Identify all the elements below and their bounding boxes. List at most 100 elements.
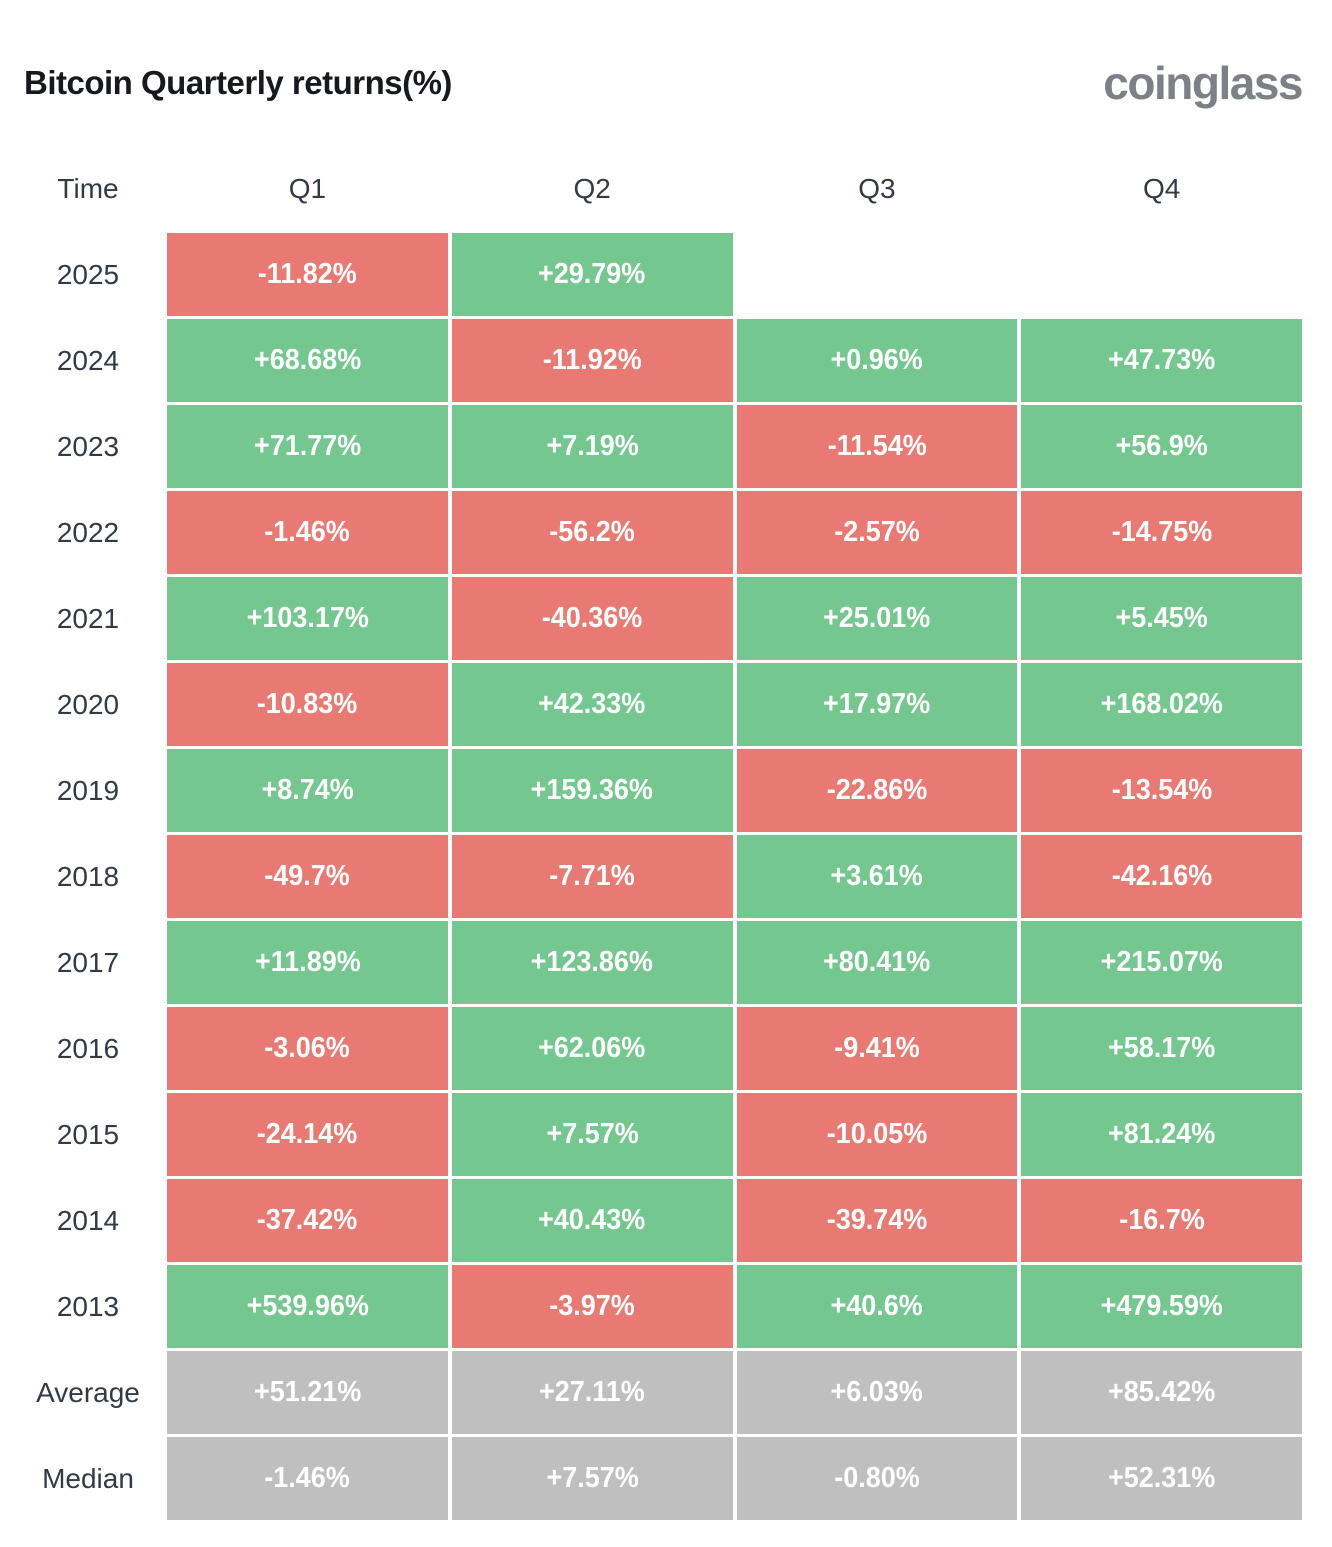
value-text: +56.9%: [1115, 430, 1208, 462]
value-cell-2017-q3: +80.41%: [736, 921, 1018, 1004]
value-cell-2024-q1: +68.68%: [167, 319, 448, 402]
value-cell-2022-q4: -14.75%: [1021, 491, 1302, 574]
value-cell-median-q3: -0.80%: [736, 1437, 1018, 1520]
value-text: +27.11%: [539, 1376, 645, 1408]
value-text: +47.73%: [1108, 344, 1216, 376]
value-cell-median-q2: +7.57%: [451, 1437, 733, 1520]
value-cell-median-q4: +52.31%: [1021, 1437, 1302, 1520]
value-cell-2019-q3: -22.86%: [736, 749, 1018, 832]
value-cell-average-q4: +85.42%: [1021, 1351, 1302, 1434]
value-text: +62.06%: [538, 1032, 646, 1064]
value-cell-2024-q4: +47.73%: [1021, 319, 1302, 402]
value-text: +5.45%: [1115, 602, 1208, 634]
value-cell-2013-q1: +539.96%: [167, 1265, 448, 1348]
column-header-q3: Q3: [858, 173, 896, 204]
value-text: +17.97%: [823, 688, 931, 720]
value-text: +6.03%: [830, 1376, 923, 1408]
value-text: -3.06%: [264, 1032, 351, 1064]
returns-table: 2025 -11.82% +29.79% 2024 +68.68% -11.92% +0.9…: [13, 233, 1302, 1520]
value-cell-2013-q3: +40.6%: [736, 1265, 1018, 1348]
value-cell-2025-q3: [737, 233, 1018, 316]
value-cell-2021-q2: -40.36%: [451, 577, 733, 660]
value-cell-2025-q2: +29.79%: [451, 233, 733, 316]
value-text: -56.2%: [549, 516, 635, 548]
value-text: -24.14%: [257, 1118, 358, 1150]
value-cell-2020-q1: -10.83%: [167, 663, 448, 746]
row-label-2024: 2024: [56, 344, 120, 376]
value-cell-2024-q3: +0.96%: [736, 319, 1018, 402]
value-text: +42.33%: [538, 688, 646, 720]
value-text: -11.54%: [827, 430, 927, 462]
value-cell-2018-q4: -42.16%: [1021, 835, 1302, 918]
row-label-2021: 2021: [56, 602, 120, 634]
row-label-2020: 2020: [56, 688, 120, 720]
value-cell-2015-q4: +81.24%: [1021, 1093, 1302, 1176]
value-text: +7.57%: [546, 1462, 639, 1494]
value-cell-2015-q2: +7.57%: [451, 1093, 733, 1176]
value-text: +159.36%: [531, 774, 654, 806]
row-label-2016: 2016: [56, 1032, 120, 1064]
value-text: +11.89%: [254, 946, 361, 978]
value-cell-2018-q3: +3.61%: [736, 835, 1018, 918]
value-cell-2014-q3: -39.74%: [736, 1179, 1018, 1262]
value-text: +7.19%: [546, 430, 639, 462]
value-text: +52.31%: [1108, 1462, 1216, 1494]
value-text: +71.77%: [253, 430, 361, 462]
value-text: +0.96%: [830, 344, 923, 376]
value-cell-2015-q1: -24.14%: [167, 1093, 448, 1176]
value-text: -37.42%: [257, 1204, 358, 1236]
value-cell-2016-q3: -9.41%: [736, 1007, 1018, 1090]
value-cell-2013-q4: +479.59%: [1021, 1265, 1302, 1348]
row-label-2018: 2018: [56, 860, 120, 892]
value-text: -39.74%: [826, 1204, 928, 1236]
value-cell-2025-q1: -11.82%: [167, 233, 448, 316]
row-label-2013: 2013: [56, 1290, 120, 1322]
row-label-2019: 2019: [56, 774, 120, 806]
row-label-average: Average: [36, 1376, 140, 1408]
column-header-q4: Q4: [1142, 173, 1181, 204]
value-cell-2017-q4: +215.07%: [1021, 921, 1302, 1004]
value-cell-2021-q3: +25.01%: [736, 577, 1018, 660]
value-cell-2023-q3: -11.54%: [736, 405, 1018, 488]
value-cell-2019-q2: +159.36%: [451, 749, 733, 832]
row-label-median: Median: [42, 1462, 134, 1494]
value-text: +80.41%: [823, 946, 931, 978]
value-text: -3.97%: [549, 1290, 635, 1322]
value-text: +123.86%: [531, 946, 654, 978]
value-cell-2021-q4: +5.45%: [1021, 577, 1302, 660]
value-text: -13.54%: [1111, 774, 1212, 806]
value-text: -42.16%: [1111, 860, 1212, 892]
value-text: +51.21%: [253, 1376, 361, 1408]
column-header-q2: Q2: [573, 173, 611, 204]
value-text: +168.02%: [1100, 688, 1223, 720]
value-cell-2021-q1: +103.17%: [167, 577, 448, 660]
value-text: +3.61%: [830, 860, 923, 892]
topbar: Bitcoin Quarterly returns(%) coinglass: [0, 0, 1332, 112]
value-cell-median-q1: -1.46%: [167, 1437, 448, 1520]
value-text: -0.80%: [834, 1462, 920, 1494]
value-cell-2023-q2: +7.19%: [451, 405, 733, 488]
value-text: -1.46%: [264, 1462, 351, 1494]
value-text: +7.57%: [546, 1118, 639, 1150]
row-label-2025: 2025: [56, 258, 120, 290]
row-label-2015: 2015: [56, 1118, 120, 1150]
value-cell-2017-q1: +11.89%: [167, 921, 448, 1004]
value-text: -1.46%: [264, 516, 351, 548]
value-text: +539.96%: [246, 1290, 369, 1322]
value-text: -7.71%: [549, 860, 635, 892]
value-text: +68.68%: [253, 344, 361, 376]
value-text: +103.17%: [246, 602, 369, 634]
value-cell-2017-q2: +123.86%: [451, 921, 733, 1004]
value-cell-2020-q4: +168.02%: [1021, 663, 1302, 746]
value-text: +479.59%: [1100, 1290, 1223, 1322]
value-cell-2016-q2: +62.06%: [451, 1007, 733, 1090]
row-label-2022: 2022: [56, 516, 120, 548]
value-cell-2024-q2: -11.92%: [451, 319, 733, 402]
value-text: +85.42%: [1108, 1376, 1216, 1408]
value-cell-2014-q1: -37.42%: [167, 1179, 448, 1262]
value-cell-2022-q3: -2.57%: [736, 491, 1018, 574]
value-cell-2018-q2: -7.71%: [451, 835, 733, 918]
table-header-row: Time Q1 Q2 Q3 Q4: [13, 170, 1302, 208]
value-text: -16.7%: [1118, 1204, 1205, 1236]
